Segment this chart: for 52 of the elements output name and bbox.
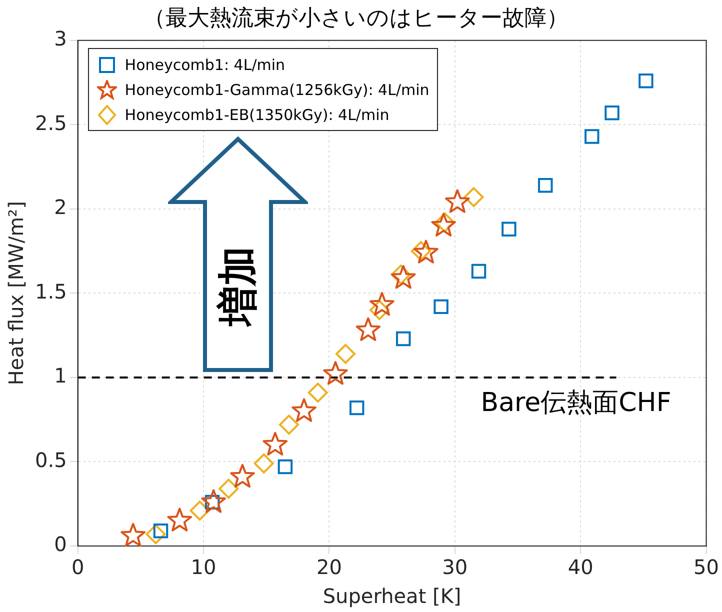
point [431,212,456,236]
point [538,178,553,193]
point [638,73,654,88]
point [464,187,484,208]
point [278,459,293,474]
y-axis-title: Heat flux [MW/m²] [4,201,28,386]
point [292,398,316,422]
point [471,264,486,279]
annotation: 増加 [214,246,262,326]
point [336,344,356,364]
y-tick-label: 1 [54,364,67,388]
y-tick-label: 1.5 [34,279,67,304]
point [190,500,210,521]
point [262,432,288,456]
point [349,400,364,416]
y-tick-label: 0.5 [34,448,67,472]
point [308,382,328,403]
y-tick-label: 3 [54,26,67,51]
x-tick-label: 10 [190,555,216,580]
point [167,508,192,532]
point [396,331,411,346]
point [444,189,470,213]
point [254,453,274,474]
x-tick-label: 0 [71,555,84,580]
x-tick-label: 40 [568,555,594,580]
y-tick-label: 2 [54,195,67,220]
point [218,478,239,499]
point [120,522,146,547]
point [356,317,381,341]
point [390,265,416,289]
x-axis-title: Superheat [K] [322,584,462,608]
x-tick-label: 50 [694,555,719,580]
point [502,222,516,237]
x-tick-label: 30 [442,555,468,580]
ref-line-label: Bare伝熱面CHF [480,388,672,418]
point [230,464,255,488]
legend-label: Honeycomb1-Gamma(1256kGy): 4L/min [124,80,430,99]
point [584,129,600,144]
point [604,106,620,120]
point [434,299,448,314]
y-tick-label: 0 [54,532,67,556]
point [201,489,226,513]
point [414,240,438,264]
legend-label: Honeycomb1: 4L/min [124,56,286,74]
point [278,414,299,435]
y-tick-label: 2.5 [34,110,67,135]
x-tick-label: 20 [316,555,342,580]
point [146,524,166,544]
point [323,361,348,385]
legend-label: Honeycomb1-EB(1350kGy): 4L/min [124,106,390,124]
chart-title: （最大熱流束が小さいのはヒーター故障） [144,6,568,31]
point [370,292,394,316]
